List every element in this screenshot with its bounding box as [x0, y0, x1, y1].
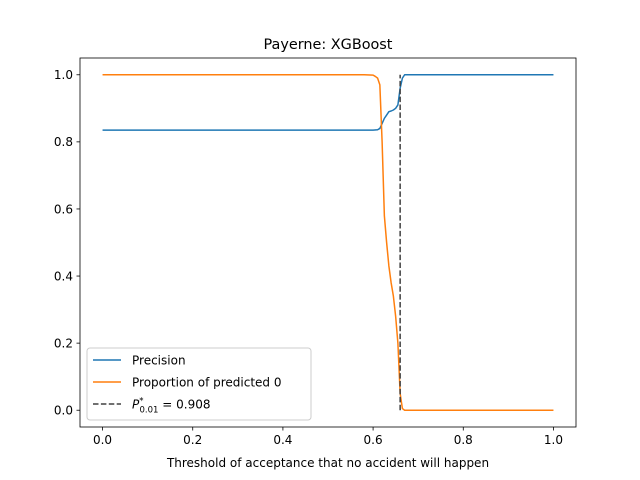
- legend: Precision Proportion of predicted 0 P* 0.…: [86, 347, 312, 421]
- x-tick-label: 0.0: [93, 433, 112, 447]
- x-tick-label: 1.0: [544, 433, 563, 447]
- plot-lines: [102, 74, 554, 411]
- legend-label-star: *: [139, 397, 143, 407]
- legend-label-precision: Precision: [132, 354, 186, 368]
- legend-label-subscript: 0.01: [140, 406, 159, 416]
- legend-label-threshold-line: P* 0.01 = 0.908: [132, 397, 210, 416]
- y-tick-label: 0.6: [54, 202, 73, 216]
- y-tick-label: 0.2: [54, 336, 73, 350]
- y-tick-label: 1.0: [54, 68, 73, 82]
- y-tick-label: 0.8: [54, 135, 73, 149]
- legend-label-p: P: [132, 398, 140, 412]
- axes-frame: [79, 57, 577, 428]
- x-tick-label: 0.2: [183, 433, 202, 447]
- series-line-1: [102, 74, 554, 411]
- legend-label-proportion-predicted-0: Proportion of predicted 0: [132, 376, 281, 390]
- chart-title: Payerne: XGBoost: [264, 37, 393, 53]
- x-tick-label: 0.8: [454, 433, 473, 447]
- y-tick-label: 0.0: [54, 404, 73, 418]
- y-axis-ticks: 0.0 0.2 0.4 0.6 0.8 1.0: [54, 68, 80, 418]
- y-tick-label: 0.4: [54, 269, 73, 283]
- series-line-0: [102, 74, 554, 131]
- legend-box: [86, 347, 312, 421]
- legend-label-value: = 0.908: [158, 398, 210, 412]
- x-tick-label: 0.4: [273, 433, 292, 447]
- x-axis-ticks: 0.0 0.2 0.4 0.6 0.8 1.0: [93, 427, 563, 447]
- x-axis-label: Threshold of acceptance that no accident…: [166, 456, 489, 470]
- x-tick-label: 0.6: [364, 433, 383, 447]
